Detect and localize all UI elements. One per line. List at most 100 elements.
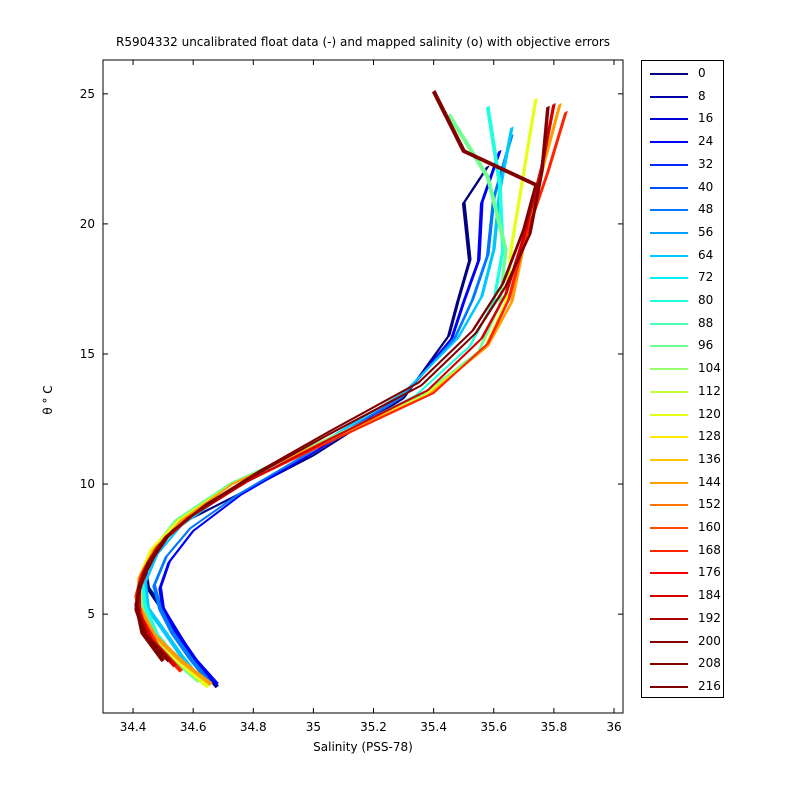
x-tick-label: 35.2	[360, 720, 387, 734]
legend-label: 208	[698, 656, 721, 671]
legend-item: 96	[642, 335, 725, 357]
legend-item: 24	[642, 131, 725, 153]
legend-label: 176	[698, 565, 721, 580]
legend-swatch	[650, 368, 688, 371]
legend-swatch	[650, 595, 688, 598]
legend-swatch	[650, 504, 688, 507]
legend-label: 16	[698, 111, 714, 126]
legend-label: 80	[698, 293, 714, 307]
legend-item: 56	[642, 222, 725, 244]
y-tick-label: 15	[80, 347, 95, 361]
legend-item: 200	[642, 631, 725, 653]
legend-label: 40	[698, 179, 714, 194]
legend-item: 104	[642, 358, 725, 380]
legend-label: 184	[698, 588, 721, 603]
legend-swatch	[650, 231, 688, 234]
legend-item: 152	[642, 494, 725, 516]
legend-label: 8	[698, 88, 706, 103]
legend-item: 0	[642, 63, 725, 85]
legend-label: 64	[698, 247, 714, 262]
legend-label: 136	[698, 451, 721, 466]
y-tick-label: 25	[80, 87, 95, 101]
legend-swatch	[650, 527, 688, 529]
legend-item: 168	[642, 540, 725, 562]
legend-label: 144	[698, 474, 721, 489]
legend-swatch	[650, 141, 688, 144]
legend-swatch	[650, 390, 688, 393]
legend-swatch	[650, 345, 688, 348]
x-axis: 34.4 34.6 34.8 35 35.2 35.4 35.6 35.8 36	[120, 60, 622, 734]
legend-item: 192	[642, 608, 725, 630]
legend-label: 152	[698, 497, 721, 512]
legend-swatch	[650, 640, 688, 643]
legend-swatch	[650, 617, 688, 620]
legend-label: 56	[698, 224, 714, 239]
legend-label: 200	[698, 633, 721, 648]
legend-swatch	[650, 73, 688, 75]
legend-swatch	[650, 481, 688, 484]
legend-swatch	[650, 413, 688, 416]
legend-item: 40	[642, 177, 725, 199]
legend-swatch	[650, 549, 688, 552]
legend-label: 88	[698, 315, 714, 330]
series-line-216-b2	[134, 91, 536, 663]
legend-label: 160	[698, 520, 721, 534]
legend-item: 144	[642, 472, 725, 494]
x-axis-label: Salinity (PSS-78)	[313, 740, 413, 754]
legend-swatch	[650, 254, 688, 257]
legend-item: 8	[642, 86, 725, 108]
legend-item: 48	[642, 199, 725, 221]
legend-label: 32	[698, 156, 714, 171]
y-tick-label: 5	[87, 607, 95, 621]
legend-item: 128	[642, 426, 725, 448]
x-tick-label: 34.6	[180, 720, 207, 734]
legend-label: 128	[698, 429, 721, 444]
legend-label: 120	[698, 406, 721, 421]
legend-swatch	[650, 436, 688, 439]
legend-label: 0	[698, 66, 706, 80]
legend-item: 16	[642, 108, 725, 130]
legend-item: 184	[642, 585, 725, 607]
legend-label: 48	[698, 202, 714, 217]
legend-label: 24	[698, 134, 714, 149]
legend-swatch	[650, 685, 688, 688]
legend-swatch	[650, 163, 688, 166]
series-line-24-b2	[158, 151, 500, 686]
legend-item: 176	[642, 562, 725, 584]
legend-item: 120	[642, 404, 725, 426]
legend-item: 88	[642, 313, 725, 335]
chart-title: R5904332 uncalibrated float data (-) and…	[116, 35, 610, 49]
legend-label: 112	[698, 383, 721, 398]
legend-swatch	[650, 209, 688, 212]
legend-label: 104	[698, 361, 721, 376]
legend-item: 80	[642, 290, 725, 312]
x-tick-label: 34.8	[240, 720, 267, 734]
legend-swatch	[650, 322, 688, 325]
x-tick-label: 35.8	[541, 720, 568, 734]
x-tick-label: 34.4	[120, 720, 147, 734]
legend-swatch	[650, 118, 688, 121]
legend-swatch	[650, 300, 688, 302]
y-axis-label: θ ° C	[41, 385, 55, 415]
legend-swatch	[650, 572, 688, 575]
legend-item: 208	[642, 653, 725, 675]
legend-swatch	[650, 95, 688, 98]
legend-label: 168	[698, 542, 721, 557]
legend-item: 136	[642, 449, 725, 471]
legend-item: 72	[642, 267, 725, 289]
legend-item: 216	[642, 676, 725, 698]
x-tick-label: 35	[306, 720, 321, 734]
legend-item: 64	[642, 245, 725, 267]
legend-label: 216	[698, 678, 721, 693]
legend-item: 160	[642, 517, 725, 539]
legend-label: 96	[698, 338, 714, 353]
y-tick-label: 10	[80, 477, 95, 491]
legend: 0 8 16 24 32 40 48 56 64 72 80 88 96 104 112 120 128 136 1…	[641, 60, 724, 698]
y-axis: 5 10 15 20 25	[80, 87, 623, 621]
y-tick-label: 20	[80, 217, 95, 231]
x-tick-label: 35.4	[420, 720, 447, 734]
series-layer	[134, 90, 568, 689]
legend-swatch	[650, 458, 688, 461]
